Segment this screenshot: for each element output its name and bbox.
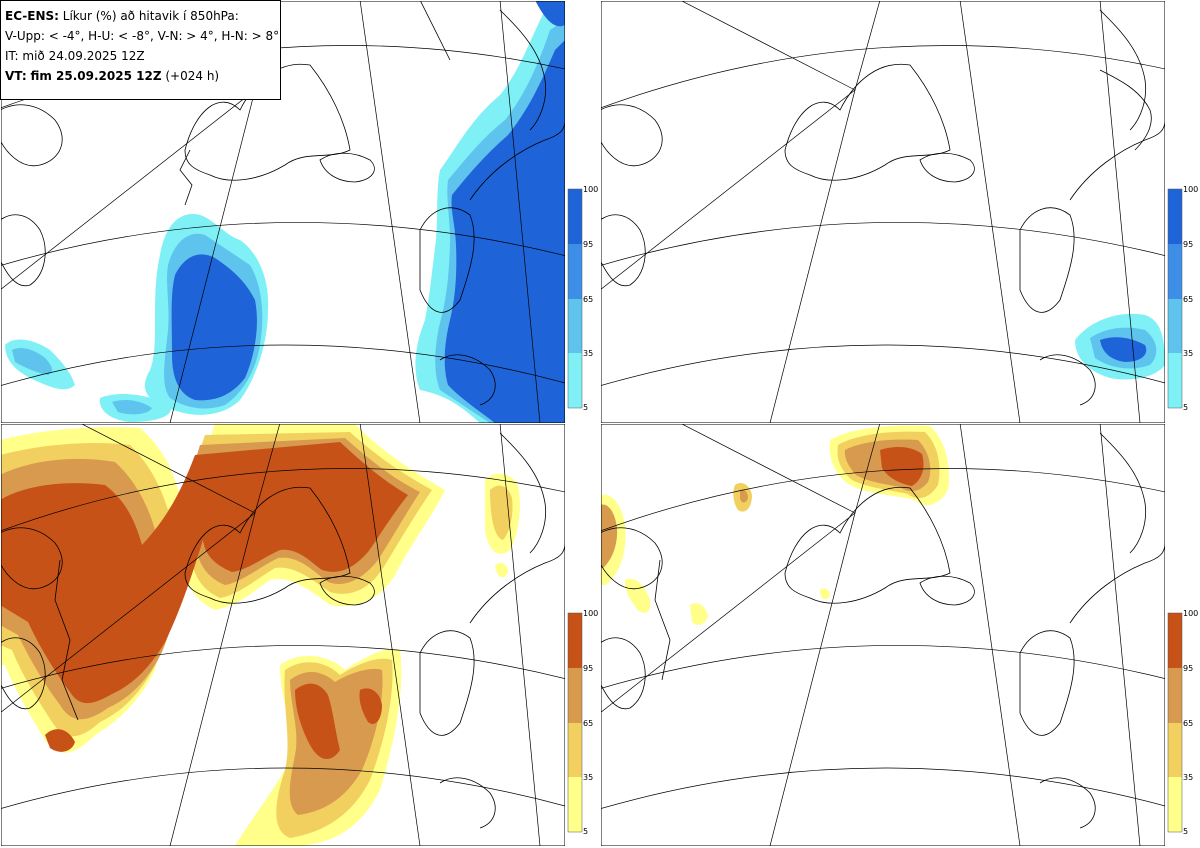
colorbar-segment-95-100 xyxy=(568,189,582,244)
tick-label: 100 xyxy=(583,609,598,618)
colorbar-segment-35-65 xyxy=(568,723,582,777)
title: Líkur (%) að hitavik í 850hPa: xyxy=(62,9,239,23)
info-box: EC-ENS: Líkur (%) að hitavik í 850hPa: V… xyxy=(0,0,281,100)
tick-label: 35 xyxy=(1183,349,1193,358)
colorbar-segment-5-35 xyxy=(1168,777,1182,832)
colorbar-segment-65-95 xyxy=(568,668,582,723)
coastlines xyxy=(601,9,1165,406)
tick-label: 35 xyxy=(583,773,593,782)
tick-label: 65 xyxy=(583,719,593,728)
tick-label: 5 xyxy=(583,827,588,836)
valid-time: fim 25.09.2025 12Z xyxy=(30,69,162,83)
colorbar-segment-5-35 xyxy=(1168,353,1182,408)
tick-label: 95 xyxy=(1183,240,1193,249)
coastlines xyxy=(601,432,1165,829)
colorbar-segment-95-100 xyxy=(1168,613,1182,668)
colorbar-orange-bottom-right xyxy=(1167,612,1183,833)
probability-field-cold-europe xyxy=(1075,313,1165,380)
colorbar-orange-bottom-left xyxy=(567,612,583,833)
colorbar-segment-65-95 xyxy=(1168,668,1182,723)
tick-label: 65 xyxy=(1183,719,1193,728)
colorbar-blue-top-right xyxy=(1167,188,1183,409)
valid-time-line: VT: fim 25.09.2025 12Z (+024 h) xyxy=(5,66,276,86)
probability-field-warm-scandinavia xyxy=(485,473,520,578)
tick-label: 5 xyxy=(1183,827,1188,836)
tick-label: 95 xyxy=(583,240,593,249)
colorbar-segment-65-95 xyxy=(568,244,582,299)
colorbar-segment-5-35 xyxy=(568,353,582,408)
tick-label: 35 xyxy=(583,349,593,358)
panel-v-n xyxy=(1,424,565,846)
probability-field-hot-greenland xyxy=(601,425,950,625)
tick-label: 35 xyxy=(1183,773,1193,782)
tick-label: 100 xyxy=(583,185,598,194)
title-line: EC-ENS: Líkur (%) að hitavik í 850hPa: xyxy=(5,6,276,26)
probability-field-cold-atlantic xyxy=(5,214,269,422)
colorbar-segment-95-100 xyxy=(1168,189,1182,244)
tick-label: 65 xyxy=(583,295,593,304)
coastlines xyxy=(1,1,565,406)
panel-h-u xyxy=(601,1,1165,423)
tick-label: 65 xyxy=(1183,295,1193,304)
tick-label: 5 xyxy=(1183,403,1188,412)
colorbar-segment-5-35 xyxy=(568,777,582,832)
tick-label: 100 xyxy=(1183,185,1198,194)
lead-time: (+024 h) xyxy=(165,69,220,83)
colorbar-blue-top-left xyxy=(567,188,583,409)
coastlines xyxy=(1,432,565,829)
legend-definition: V-Upp: < -4°, H-U: < -8°, V-N: > 4°, H-N… xyxy=(5,29,280,43)
colorbar-segment-35-65 xyxy=(1168,299,1182,353)
graticule xyxy=(1,424,565,846)
probability-field-warm-atlantic xyxy=(235,649,402,846)
init-time: IT: mið 24.09.2025 12Z xyxy=(5,49,145,63)
tick-label: 95 xyxy=(1183,664,1193,673)
tick-label: 100 xyxy=(1183,609,1198,618)
colorbar-segment-95-100 xyxy=(568,613,582,668)
graticule xyxy=(601,424,1165,846)
colorbar-segment-35-65 xyxy=(1168,723,1182,777)
colorbar-ticks: 100 95 65 35 5 100 95 65 35 5 100 95 65 … xyxy=(583,185,1198,836)
graticule xyxy=(601,1,1165,423)
panel-v-upp xyxy=(1,1,565,423)
tick-label: 95 xyxy=(583,664,593,673)
probability-field-cold-scandinavia xyxy=(415,1,565,423)
valid-label: VT: xyxy=(5,69,27,83)
colorbar-segment-35-65 xyxy=(568,299,582,353)
model-name: EC-ENS: xyxy=(5,9,59,23)
colorbar-segment-65-95 xyxy=(1168,244,1182,299)
tick-label: 5 xyxy=(583,403,588,412)
panel-h-n xyxy=(601,424,1165,846)
